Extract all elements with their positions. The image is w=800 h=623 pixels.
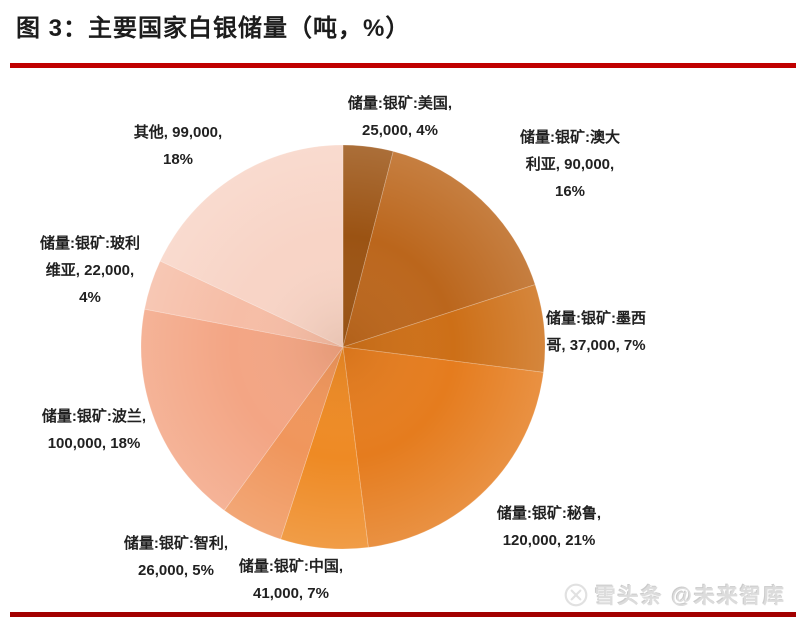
figure-title: 图 3：主要国家白银储量（吨，%） — [16, 15, 411, 42]
x-circle-logo-icon — [564, 583, 588, 607]
pie-label-poland: 储量:银矿:波兰, 100,000, 18% — [41, 408, 147, 452]
pie-label-australia: 储量:银矿:澳大 利亚, 90,000, 16% — [520, 129, 620, 200]
pie-label-peru: 储量:银矿:秘鲁, 120,000, 21% — [496, 505, 602, 549]
pie-label-usa: 储量:银矿:美国, 25,000, 4% — [347, 95, 453, 139]
pie-label-others: 其他, 99,000, 18% — [133, 124, 223, 168]
title-divider-rule — [10, 63, 796, 68]
pie-label-china: 储量:银矿:中国, 41,000, 7% — [238, 558, 344, 602]
footer-rule — [10, 612, 796, 617]
watermark: 雪头条 @未来智库 — [563, 580, 786, 610]
pie-label-mexico: 储量:银矿:墨西 哥, 37,000, 7% — [546, 310, 646, 354]
pie-label-chile: 储量:银矿:智利, 26,000, 5% — [123, 535, 229, 579]
watermark-text: 雪头条 @未来智库 — [594, 585, 786, 608]
pie-slices-group — [140, 144, 546, 550]
pie-label-bolivia: 储量:银矿:玻利 维亚, 22,000, 4% — [40, 235, 140, 306]
